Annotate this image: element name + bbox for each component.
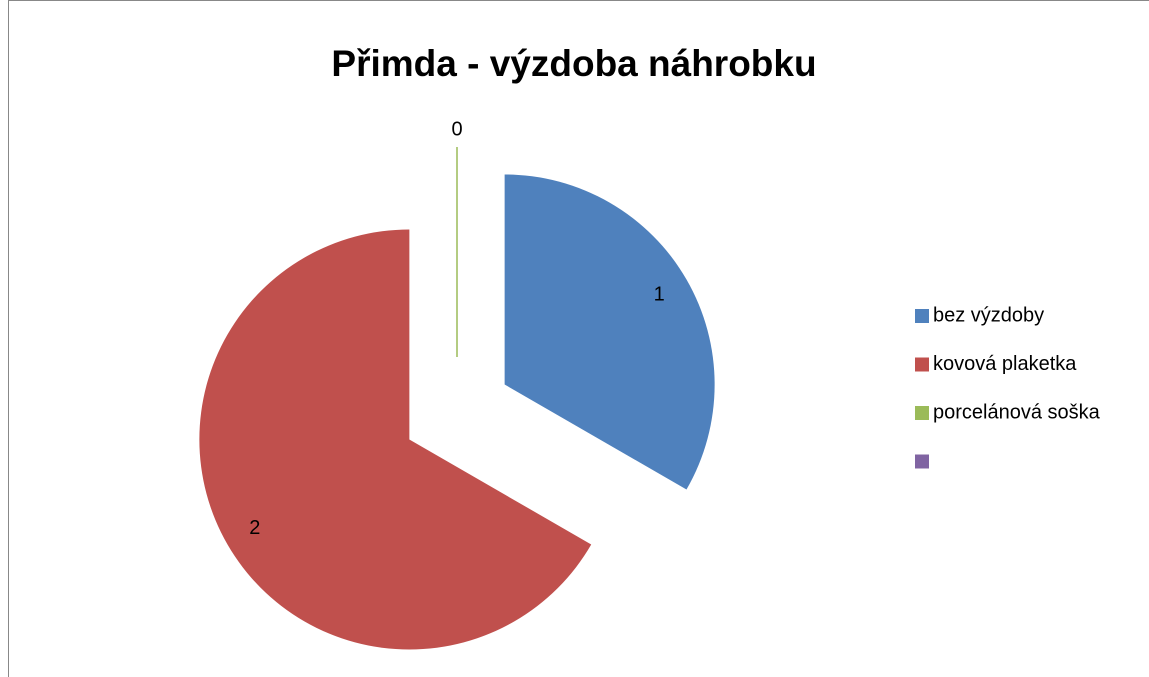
legend-swatch — [915, 454, 929, 469]
data-label: 0 — [451, 118, 462, 140]
legend-swatch — [915, 309, 929, 323]
data-label: 2 — [249, 517, 260, 539]
legend-swatch — [915, 357, 929, 372]
chart-title: Přimda - výzdoba náhrobku — [331, 43, 816, 84]
legend-label: porcelánová soška — [933, 401, 1101, 423]
legend-swatch — [915, 406, 929, 420]
data-label: 1 — [654, 284, 665, 306]
pie-slice — [504, 174, 715, 490]
legend-label: kovová plaketka — [933, 353, 1077, 375]
legend-label: bez výzdoby — [933, 304, 1044, 326]
pie-slice — [199, 229, 592, 650]
